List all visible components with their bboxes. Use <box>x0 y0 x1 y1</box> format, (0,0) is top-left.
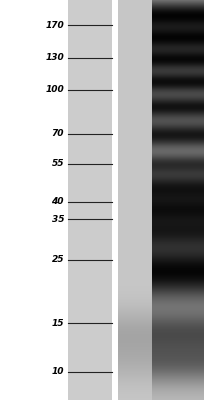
Text: 35: 35 <box>51 214 64 224</box>
Text: 15: 15 <box>51 318 64 328</box>
Text: 40: 40 <box>51 198 64 206</box>
Text: 55: 55 <box>51 160 64 168</box>
Text: 130: 130 <box>45 54 64 62</box>
Text: 25: 25 <box>51 256 64 264</box>
Text: 70: 70 <box>51 130 64 138</box>
Text: 10: 10 <box>51 368 64 376</box>
Text: 100: 100 <box>45 86 64 94</box>
Text: 170: 170 <box>45 20 64 30</box>
